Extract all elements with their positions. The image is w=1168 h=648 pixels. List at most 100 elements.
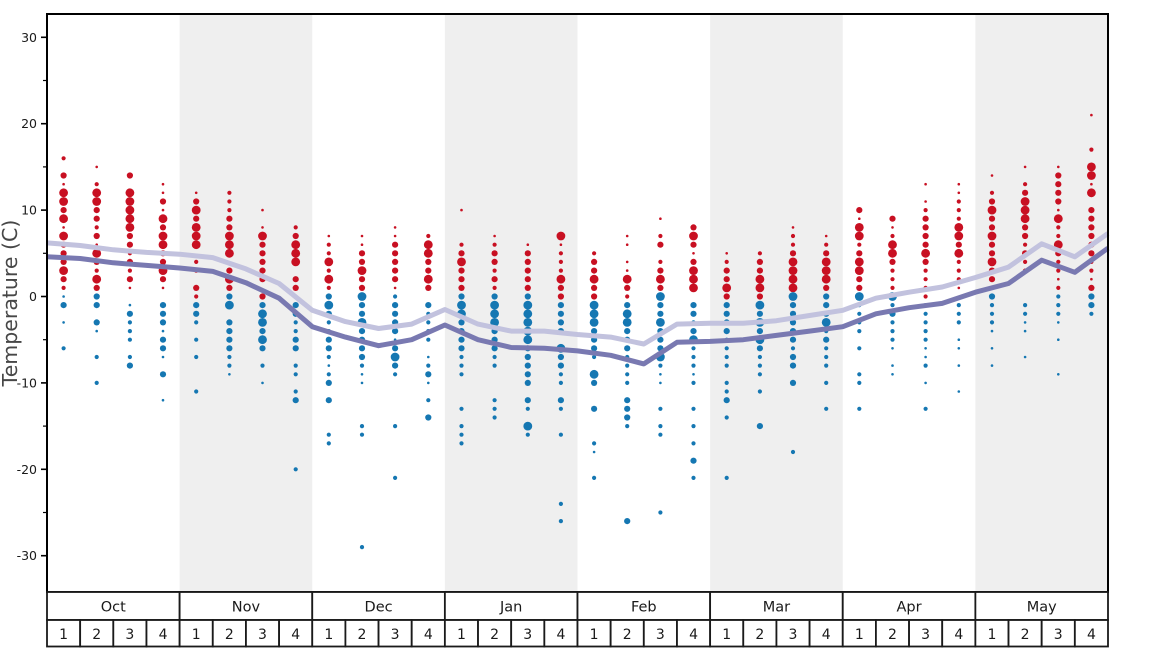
- week-cell: [1040, 619, 1076, 648]
- temp-dot: [125, 188, 135, 198]
- temp-dot: [690, 258, 697, 265]
- week-label: 1: [59, 627, 68, 643]
- temp-dot: [723, 276, 730, 283]
- temp-dot: [161, 191, 165, 195]
- temp-dot: [956, 199, 961, 204]
- temp-dot: [824, 346, 829, 351]
- temp-dot: [658, 233, 663, 239]
- temp-dot: [1020, 205, 1030, 215]
- temp-dot: [957, 286, 961, 290]
- temp-dot: [657, 302, 664, 309]
- temp-dot: [95, 165, 98, 169]
- temp-dot: [824, 380, 829, 385]
- temp-dot: [292, 336, 299, 343]
- temp-dot: [723, 310, 730, 317]
- temp-dot: [425, 258, 432, 265]
- temp-dot: [292, 284, 299, 291]
- y-tick-label: 10: [21, 203, 37, 218]
- temp-dot: [591, 379, 598, 386]
- temp-dot: [689, 274, 698, 284]
- temp-dot: [923, 320, 928, 325]
- temp-dot: [491, 250, 498, 257]
- temp-dot: [690, 328, 697, 335]
- temp-dot: [622, 318, 632, 327]
- temp-dot: [888, 240, 897, 250]
- temp-dot: [60, 207, 67, 214]
- temp-dot: [755, 274, 765, 284]
- week-label: 2: [358, 627, 367, 643]
- temp-dot: [823, 293, 830, 300]
- temp-dot: [722, 283, 732, 293]
- week-cell: [875, 619, 910, 648]
- temp-dot: [821, 274, 831, 284]
- week-cell: [576, 619, 612, 648]
- temp-dot: [854, 223, 864, 232]
- temp-dot: [358, 302, 366, 309]
- week-cell: [543, 619, 579, 648]
- temp-dot: [194, 389, 199, 394]
- temp-dot: [423, 240, 433, 250]
- temp-dot: [358, 310, 366, 317]
- week-label: 1: [987, 627, 996, 643]
- temp-dot: [259, 302, 266, 309]
- temp-dot: [789, 250, 797, 257]
- temp-dot: [326, 441, 331, 446]
- temp-dot: [326, 372, 331, 377]
- temp-dot: [890, 303, 895, 308]
- max-temp-dots: [59, 113, 1096, 300]
- temp-dot: [159, 345, 167, 352]
- temp-dot: [657, 267, 664, 274]
- temp-dot: [657, 336, 664, 343]
- temp-dot: [923, 208, 928, 213]
- y-tick-label: 0: [29, 289, 37, 304]
- temp-dot: [691, 424, 696, 429]
- temp-dot: [988, 215, 996, 222]
- temp-dot: [161, 329, 165, 333]
- temp-dot: [689, 231, 698, 241]
- week-label: 4: [159, 627, 168, 643]
- temp-dot: [691, 346, 696, 351]
- temp-dot: [59, 197, 68, 206]
- temp-dot: [890, 268, 895, 273]
- temp-dot: [524, 284, 531, 291]
- temp-dot: [724, 346, 729, 351]
- temp-dot: [756, 293, 764, 300]
- month-cell-jan: [443, 591, 579, 621]
- week-label: 4: [424, 627, 433, 643]
- temp-dot: [592, 475, 597, 480]
- temp-dot: [125, 205, 135, 215]
- temp-dot: [458, 284, 465, 291]
- temp-dot: [492, 398, 497, 403]
- temp-dot: [790, 242, 796, 247]
- temp-dot: [60, 172, 67, 179]
- temp-dot: [691, 441, 696, 446]
- temp-dot: [259, 267, 266, 274]
- temp-dot: [92, 274, 102, 284]
- month-label-feb: Feb: [631, 600, 657, 616]
- temp-dot: [426, 398, 431, 403]
- temp-dot: [523, 309, 533, 319]
- month-label-mar: Mar: [763, 600, 790, 616]
- temp-dot: [854, 231, 864, 241]
- temp-dot: [987, 205, 997, 215]
- temp-dot: [592, 354, 597, 360]
- temp-dot: [459, 354, 464, 360]
- temp-dot: [127, 320, 132, 325]
- temp-dot: [126, 232, 133, 240]
- temp-dot: [492, 415, 497, 420]
- temp-dot: [756, 423, 764, 430]
- temp-dot: [890, 277, 895, 282]
- temp-dot: [790, 233, 796, 239]
- temp-dot: [923, 268, 928, 273]
- temp-dot: [158, 231, 168, 241]
- temp-dot: [724, 389, 729, 394]
- temp-dot: [824, 363, 829, 368]
- temp-dot: [857, 311, 862, 316]
- temp-dot: [426, 363, 431, 368]
- temp-dot: [62, 182, 65, 186]
- temp-dot: [558, 501, 564, 506]
- temp-dot: [458, 345, 465, 352]
- temp-dot: [293, 329, 298, 334]
- temp-dot: [924, 200, 927, 203]
- temp-dot: [789, 353, 797, 361]
